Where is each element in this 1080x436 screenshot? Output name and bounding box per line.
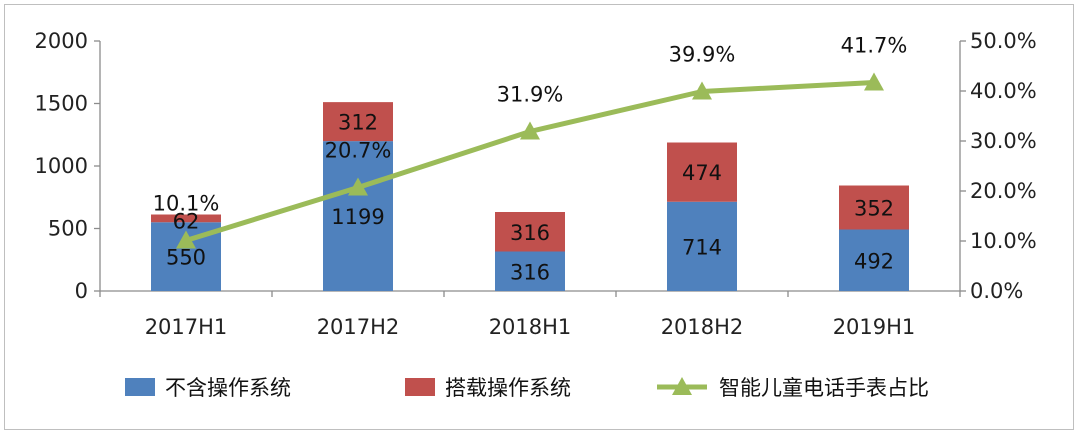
bar-data-label: 62 <box>173 210 200 234</box>
chart-container: 0 500 1000 1500 2000 0.0% 10.0% 20.0% 30.0% 40.0%… <box>4 4 1074 430</box>
legend-marker <box>672 377 692 395</box>
legend-label: 智能儿童电话手表占比 <box>719 376 929 400</box>
bar-data-label: 474 <box>682 161 722 185</box>
bar-data-label: 352 <box>854 197 894 221</box>
line-data-label: 39.9% <box>669 43 736 67</box>
x-tick-label: 2018H2 <box>661 315 744 339</box>
y-left-tick-label: 1000 <box>35 154 88 178</box>
y-left-tick-label: 500 <box>48 217 88 241</box>
y-right-tick-label: 0.0% <box>970 279 1023 303</box>
bar-data-label: 550 <box>166 246 206 270</box>
bar-segment <box>667 142 737 202</box>
bar-segment <box>151 214 221 223</box>
y-left-tick-label: 0 <box>75 279 88 303</box>
line-data-label: 10.1% <box>153 192 220 216</box>
y-right-tick-label: 20.0% <box>970 179 1037 203</box>
y-left-tick-label: 2000 <box>35 29 88 53</box>
bar-segment <box>839 185 909 230</box>
line-marker <box>692 81 712 100</box>
line-marker <box>176 230 196 249</box>
line-data-label: 31.9% <box>497 83 564 107</box>
bar-data-label: 1199 <box>331 205 384 229</box>
line-data-label: 41.7% <box>841 34 908 58</box>
y-right-tick-label: 30.0% <box>970 129 1037 153</box>
bar-segment <box>323 102 393 142</box>
y-right-tick-label: 40.0% <box>970 79 1037 103</box>
x-tick-label: 2019H1 <box>833 315 916 339</box>
bar-segment <box>495 212 565 252</box>
y-right-tick-label: 10.0% <box>970 229 1037 253</box>
line-data-label: 20.7% <box>325 139 392 163</box>
bar-data-label: 316 <box>510 260 550 284</box>
x-tick-label: 2017H2 <box>317 315 400 339</box>
x-tick-label: 2017H1 <box>145 315 228 339</box>
bar-segment <box>839 229 909 291</box>
bar-data-label: 312 <box>338 111 378 135</box>
y-right-tick-label: 50.0% <box>970 29 1037 53</box>
bar-segment <box>667 201 737 291</box>
line-marker <box>348 177 368 196</box>
bar-segment <box>323 141 393 291</box>
legend-swatch <box>405 378 435 396</box>
line-marker <box>864 72 884 91</box>
y-left-tick-label: 1500 <box>35 92 88 116</box>
x-tick-label: 2018H1 <box>489 315 572 339</box>
bar-data-label: 492 <box>854 249 894 273</box>
line-marker <box>520 121 540 140</box>
legend-swatch <box>125 378 155 396</box>
legend-label: 不含操作系统 <box>165 376 291 400</box>
stacked-bar-line-chart: 0 500 1000 1500 2000 0.0% 10.0% 20.0% 30.0% 40.0%… <box>35 29 1037 400</box>
bar-data-label: 316 <box>510 221 550 245</box>
bar-segment <box>495 251 565 291</box>
bar-data-label: 714 <box>682 235 722 259</box>
legend-label: 搭载操作系统 <box>445 376 571 400</box>
